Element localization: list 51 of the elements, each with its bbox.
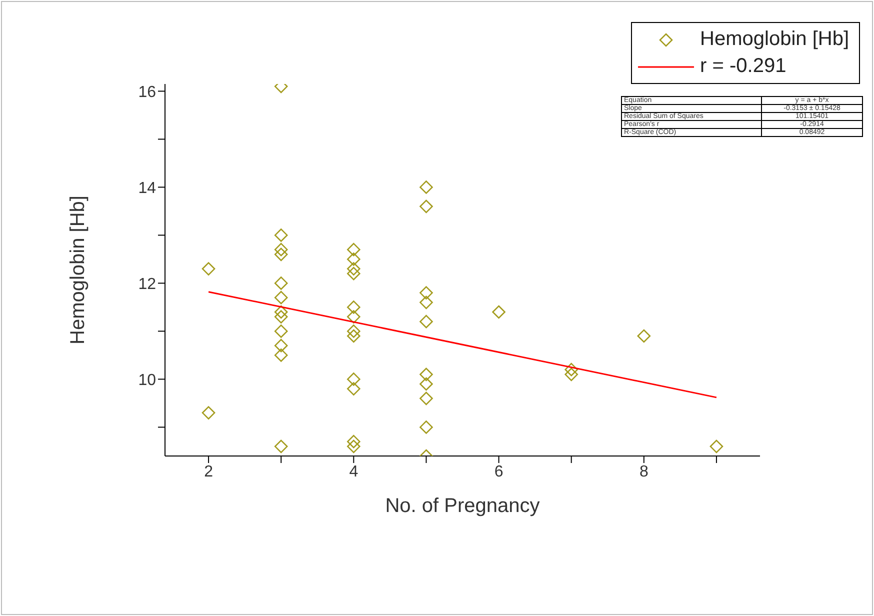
point — [274, 338, 288, 352]
point — [420, 180, 433, 194]
x-tick-label: 2 — [204, 463, 214, 480]
point — [564, 368, 578, 382]
y-tick-label: 16 — [138, 84, 156, 101]
point — [420, 200, 433, 214]
point — [202, 262, 216, 276]
point — [420, 296, 433, 310]
y-tick-label: 14 — [138, 180, 156, 197]
point — [347, 252, 360, 266]
x-tick-label: 6 — [494, 463, 504, 480]
y-tick-label: 12 — [138, 276, 156, 293]
point — [202, 406, 216, 420]
point — [420, 286, 433, 300]
point — [637, 329, 651, 343]
point — [420, 420, 433, 434]
point — [347, 434, 360, 448]
point — [347, 440, 360, 454]
point — [420, 377, 433, 391]
point — [564, 362, 578, 376]
x-tick-label: 8 — [639, 463, 648, 480]
point — [347, 266, 360, 280]
point — [420, 314, 433, 328]
y-axis-title: Hemoglobin [Hb] — [67, 196, 90, 344]
point — [274, 440, 288, 454]
point — [347, 382, 360, 396]
point — [347, 262, 360, 276]
point — [274, 305, 288, 319]
point — [274, 290, 288, 304]
point — [347, 329, 360, 343]
point — [420, 392, 433, 406]
legend-label: Hemoglobin [Hb] — [700, 27, 849, 52]
point — [274, 310, 288, 324]
point — [274, 348, 288, 362]
point — [274, 324, 288, 338]
x-tick-label: 4 — [349, 463, 358, 480]
point — [492, 305, 506, 319]
x-axis-title: No. of Pregnancy — [385, 495, 540, 517]
legend-label: r = -0.291 — [700, 54, 786, 79]
point — [420, 368, 433, 382]
point — [274, 228, 288, 242]
point — [347, 372, 360, 386]
point — [347, 324, 360, 338]
point — [347, 242, 360, 256]
point — [710, 440, 724, 454]
point — [274, 242, 288, 256]
y-tick-label: 10 — [138, 372, 156, 389]
point — [347, 310, 360, 324]
point — [274, 276, 288, 290]
point — [347, 300, 360, 314]
point — [274, 248, 288, 262]
